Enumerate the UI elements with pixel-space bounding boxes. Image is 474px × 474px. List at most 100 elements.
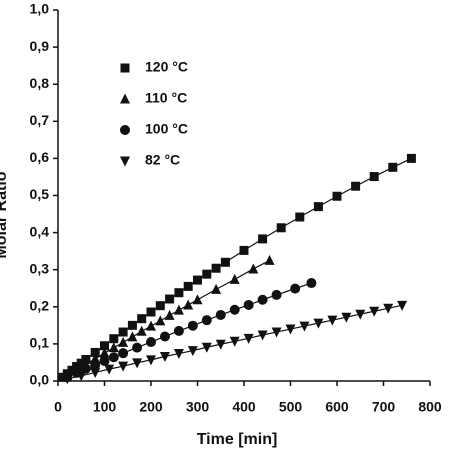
y-tick-label: 0,8 <box>30 75 50 91</box>
marker <box>290 283 301 294</box>
marker <box>229 273 240 284</box>
x-tick-label: 400 <box>232 399 256 415</box>
marker <box>388 162 398 172</box>
marker <box>313 318 324 329</box>
x-tick-label: 200 <box>139 399 163 415</box>
y-tick-label: 0,1 <box>30 335 50 351</box>
marker <box>192 294 203 305</box>
marker <box>295 212 305 222</box>
marker <box>257 330 268 341</box>
marker <box>137 314 147 324</box>
marker <box>173 325 184 336</box>
legend-label: 100 °C <box>145 121 188 137</box>
marker <box>132 342 143 353</box>
marker <box>120 156 130 167</box>
marker <box>62 374 73 385</box>
marker <box>146 355 156 366</box>
marker <box>183 299 194 310</box>
marker <box>104 364 115 375</box>
marker <box>120 93 130 104</box>
marker <box>369 306 380 317</box>
y-tick-label: 0,4 <box>30 223 50 239</box>
y-tick-label: 1,0 <box>30 1 50 17</box>
marker <box>99 355 110 366</box>
marker <box>406 153 416 163</box>
marker <box>80 363 91 374</box>
marker <box>127 331 138 342</box>
marker <box>276 223 286 233</box>
y-tick-label: 0,0 <box>30 372 50 388</box>
marker <box>271 289 282 300</box>
marker <box>118 327 128 337</box>
x-tick-label: 300 <box>186 399 210 415</box>
marker <box>132 358 143 369</box>
marker <box>355 309 366 320</box>
legend-label: 82 °C <box>145 152 180 168</box>
marker <box>100 341 109 351</box>
marker <box>118 361 129 372</box>
marker <box>211 283 222 294</box>
marker <box>383 303 394 314</box>
marker <box>159 331 170 342</box>
marker <box>351 181 361 191</box>
marker <box>109 334 119 344</box>
marker <box>99 347 110 358</box>
marker <box>306 278 317 289</box>
marker <box>90 360 101 371</box>
marker <box>285 324 296 335</box>
marker <box>173 304 184 315</box>
marker <box>327 315 338 326</box>
marker <box>248 263 259 274</box>
marker <box>146 307 156 317</box>
marker <box>183 281 193 291</box>
marker <box>90 347 100 357</box>
marker <box>164 309 175 320</box>
x-tick-label: 600 <box>325 399 349 415</box>
x-axis-label: Time [min] <box>197 431 278 448</box>
marker <box>165 294 175 304</box>
y-axis-label: Molar Ratio <box>0 171 10 258</box>
marker <box>257 294 268 305</box>
marker <box>76 358 86 368</box>
x-tick-label: 500 <box>279 399 303 415</box>
marker <box>299 321 310 332</box>
marker <box>118 348 129 359</box>
marker <box>341 312 352 323</box>
y-tick-label: 0,2 <box>30 298 50 314</box>
marker <box>271 327 282 338</box>
marker <box>76 371 87 382</box>
marker <box>127 320 137 330</box>
marker <box>187 346 198 357</box>
marker <box>187 320 198 331</box>
marker <box>243 333 254 344</box>
marker <box>136 325 147 336</box>
marker <box>108 352 119 363</box>
marker <box>67 365 77 375</box>
marker <box>146 337 156 348</box>
marker <box>108 342 119 353</box>
x-tick-label: 800 <box>418 399 442 415</box>
marker <box>174 288 184 298</box>
marker <box>243 299 254 310</box>
marker <box>159 352 170 363</box>
x-tick-label: 700 <box>372 399 396 415</box>
marker <box>369 172 379 182</box>
marker <box>211 263 221 273</box>
y-tick-label: 0,7 <box>30 112 50 128</box>
marker <box>202 269 212 279</box>
marker <box>220 257 230 267</box>
marker <box>118 336 129 347</box>
marker <box>155 315 166 326</box>
marker <box>215 309 226 320</box>
legend-label: 120 °C <box>145 59 188 75</box>
y-tick-label: 0,9 <box>30 38 50 54</box>
marker <box>229 304 240 315</box>
marker <box>313 202 323 212</box>
marker <box>146 320 156 331</box>
y-tick-label: 0,5 <box>30 186 50 202</box>
marker <box>193 275 202 285</box>
marker <box>215 339 226 350</box>
marker <box>264 254 275 265</box>
marker <box>258 234 268 244</box>
